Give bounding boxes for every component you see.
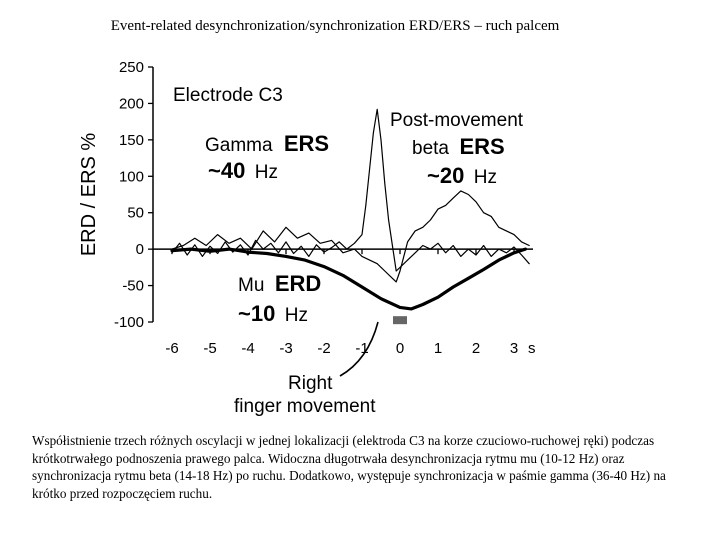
- x-tick-label: -3: [279, 340, 292, 357]
- x-tick-label: 0: [396, 340, 404, 357]
- beta-ers: ERS: [459, 134, 504, 159]
- x-tick-label: -6: [165, 340, 178, 357]
- x-tick-label: 3: [510, 340, 518, 357]
- erd-ers-chart: 250 200 150 100 50 0 -50 -100 -6 -5 -4 -3 -2 -1 0 1 2 3 s E…: [60, 50, 540, 425]
- movement-label-line1: Right: [288, 373, 333, 394]
- chart-series: [170, 108, 530, 311]
- mu-erd: ERD: [275, 271, 321, 296]
- mu-freq-value: ~10: [238, 301, 275, 326]
- mu-word: Mu: [238, 275, 264, 296]
- x-tick-label: -5: [203, 340, 216, 357]
- beta-word: beta: [412, 138, 449, 159]
- y-tick-label: 200: [119, 95, 144, 112]
- series-line-beta: [171, 190, 530, 283]
- movement-arrow-line: [339, 321, 379, 377]
- x-tick-label: -2: [317, 340, 330, 357]
- beta-label: beta ERS: [412, 134, 505, 159]
- beta-frequency: ~20 Hz: [427, 163, 497, 188]
- x-tick-label: 2: [472, 340, 480, 357]
- series-line-gamma: [171, 108, 530, 272]
- beta-freq-unit: Hz: [474, 167, 497, 188]
- slide-title: Event-related desynchronization/synchron…: [110, 18, 560, 34]
- gamma-word: Gamma: [205, 135, 273, 156]
- x-tick-label: -4: [241, 340, 254, 357]
- y-tick-label: 150: [119, 132, 144, 149]
- x-tick-label: 1: [434, 340, 442, 357]
- mu-frequency: ~10 Hz: [238, 301, 308, 326]
- y-tick-label: 50: [127, 205, 144, 222]
- mu-label: Mu ERD: [238, 271, 321, 296]
- gamma-freq-unit: Hz: [255, 162, 278, 183]
- gamma-frequency: ~40 Hz: [208, 158, 278, 183]
- y-tick-label: -100: [114, 314, 144, 331]
- y-tick-label: 0: [136, 241, 144, 258]
- gamma-ers: ERS: [284, 131, 329, 156]
- y-axis-title: ERD / ERS %: [78, 133, 100, 257]
- gamma-freq-value: ~40: [208, 158, 245, 183]
- figure-caption: Współistnienie trzech różnych oscylacji …: [32, 433, 666, 501]
- electrode-label: Electrode C3: [173, 85, 283, 106]
- y-tick-label: 100: [119, 168, 144, 185]
- movement-onset-marker: [393, 316, 407, 325]
- mu-freq-unit: Hz: [285, 305, 308, 326]
- gamma-label: Gamma ERS: [205, 131, 329, 156]
- series-line-mu: [170, 247, 527, 311]
- x-axis-unit: s: [528, 340, 536, 357]
- movement-label-line2: finger movement: [234, 396, 376, 417]
- y-tick-label: -50: [122, 278, 144, 295]
- beta-freq-value: ~20: [427, 163, 464, 188]
- post-movement-label: Post-movement: [390, 110, 524, 131]
- y-tick-label: 250: [119, 59, 144, 76]
